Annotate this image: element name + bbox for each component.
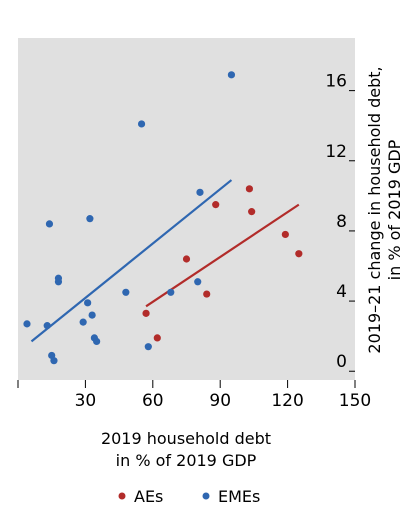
y-tick-label: 0 bbox=[336, 352, 347, 372]
x-tick-label: 30 bbox=[75, 391, 97, 411]
legend-marker-aes bbox=[118, 492, 126, 500]
y-axis-ticks: 0 4 8 12 16 bbox=[325, 72, 355, 372]
x-tick-label: 150 bbox=[339, 391, 371, 411]
point-emes bbox=[86, 215, 94, 223]
x-axis-title-line-2: in % of 2019 GDP bbox=[116, 451, 257, 470]
legend-marker-emes bbox=[202, 492, 210, 500]
y-axis-title-line-1: 2019–21 change in household debt, bbox=[365, 66, 384, 353]
point-emes bbox=[84, 299, 92, 307]
x-axis-title-line-1: 2019 household debt bbox=[101, 429, 271, 448]
point-aes bbox=[295, 250, 303, 258]
point-emes bbox=[196, 188, 204, 196]
legend: AEs EMEs bbox=[118, 487, 260, 506]
point-emes bbox=[122, 288, 130, 296]
y-tick-label: 16 bbox=[325, 72, 347, 92]
point-emes bbox=[50, 357, 58, 365]
point-aes bbox=[248, 208, 256, 216]
point-emes bbox=[23, 320, 31, 328]
point-aes bbox=[212, 201, 220, 209]
point-aes bbox=[142, 309, 150, 317]
point-emes bbox=[144, 343, 152, 351]
point-aes bbox=[203, 290, 211, 298]
point-emes bbox=[45, 220, 54, 228]
y-tick-label: 4 bbox=[336, 282, 347, 302]
point-emes bbox=[194, 278, 202, 286]
point-emes bbox=[88, 311, 96, 319]
x-tick-label: 90 bbox=[209, 391, 231, 411]
point-aes bbox=[281, 230, 289, 239]
point-aes bbox=[153, 334, 161, 342]
point-emes bbox=[43, 322, 51, 330]
point-emes bbox=[93, 337, 101, 346]
legend-label-aes: AEs bbox=[134, 487, 163, 506]
trend-line-emes bbox=[30, 179, 233, 343]
data-points bbox=[23, 71, 303, 365]
x-tick-label: 60 bbox=[142, 391, 164, 411]
y-axis-title: 2019–21 change in household debt, in % o… bbox=[365, 66, 404, 353]
y-axis-title-line-2: in % of 2019 GDP bbox=[385, 139, 404, 280]
plot-area bbox=[18, 38, 355, 380]
point-aes bbox=[182, 255, 191, 263]
x-axis-ticks: 30 60 90 120 150 bbox=[17, 380, 371, 411]
point-emes bbox=[137, 120, 146, 128]
point-emes bbox=[227, 71, 236, 79]
point-emes bbox=[79, 318, 87, 326]
y-tick-label: 12 bbox=[325, 142, 347, 162]
point-aes bbox=[245, 185, 254, 193]
legend-label-emes: EMEs bbox=[218, 487, 260, 506]
y-tick-label: 8 bbox=[336, 212, 347, 232]
x-tick-label: 120 bbox=[271, 391, 303, 411]
point-emes bbox=[167, 288, 175, 296]
point-emes bbox=[54, 274, 63, 282]
